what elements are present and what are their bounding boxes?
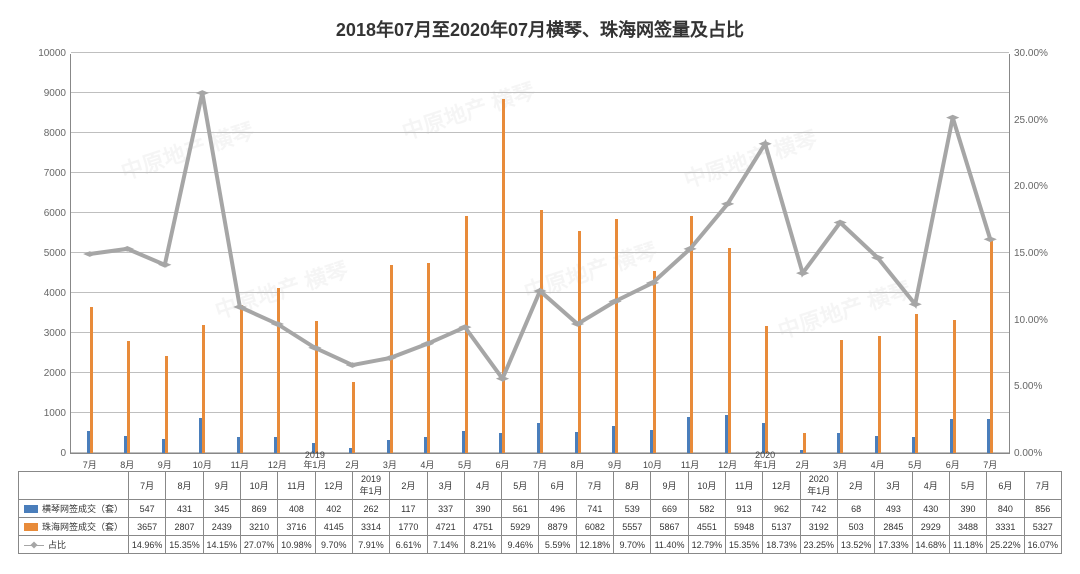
chart-title: 2018年07月至2020年07月横琴、珠海网签量及占比 (10, 10, 1070, 42)
x-tick-label: 9月 (608, 461, 622, 471)
x-tick-label: 2020年1月 (754, 451, 777, 471)
x-tick-label: 5月 (458, 461, 472, 471)
x-tick-label: 12月 (268, 461, 287, 471)
x-tick-label: 11月 (681, 461, 699, 471)
x-tick-label: 6月 (495, 461, 509, 471)
x-tick-label: 8月 (571, 461, 585, 471)
x-tick-label: 6月 (946, 461, 960, 471)
x-tick-label: 8月 (120, 461, 134, 471)
x-tick-label: 12月 (718, 461, 737, 471)
x-tick-label: 7月 (983, 461, 997, 471)
x-tick-label: 4月 (871, 461, 885, 471)
chart-container: 2018年07月至2020年07月横琴、珠海网签量及占比 中原地产 横琴 中原地… (10, 10, 1070, 564)
x-tick-label: 5月 (908, 461, 922, 471)
x-tick-label: 11月 (231, 461, 249, 471)
x-tick-label: 2019年1月 (303, 451, 326, 471)
x-axis-labels: 7月8月9月10月11月12月2019年1月2月3月4月5月6月7月8月9月10… (71, 54, 1009, 453)
x-tick-label: 9月 (158, 461, 172, 471)
x-tick-label: 3月 (383, 461, 397, 471)
x-tick-label: 10月 (643, 461, 662, 471)
x-tick-label: 2月 (796, 461, 810, 471)
x-tick-label: 7月 (533, 461, 547, 471)
x-tick-label: 3月 (833, 461, 847, 471)
x-tick-label: 7月 (83, 461, 97, 471)
x-tick-label: 2月 (345, 461, 359, 471)
plot-area: 中原地产 横琴 中原地产 横琴 中原地产 横琴 中原地产 横琴 中原地产 横琴 … (70, 54, 1010, 454)
x-tick-label: 10月 (193, 461, 212, 471)
x-tick-label: 4月 (420, 461, 434, 471)
data-table: 7月8月9月10月11月12月2019年1月2月3月4月5月6月7月8月9月10… (18, 471, 1062, 554)
